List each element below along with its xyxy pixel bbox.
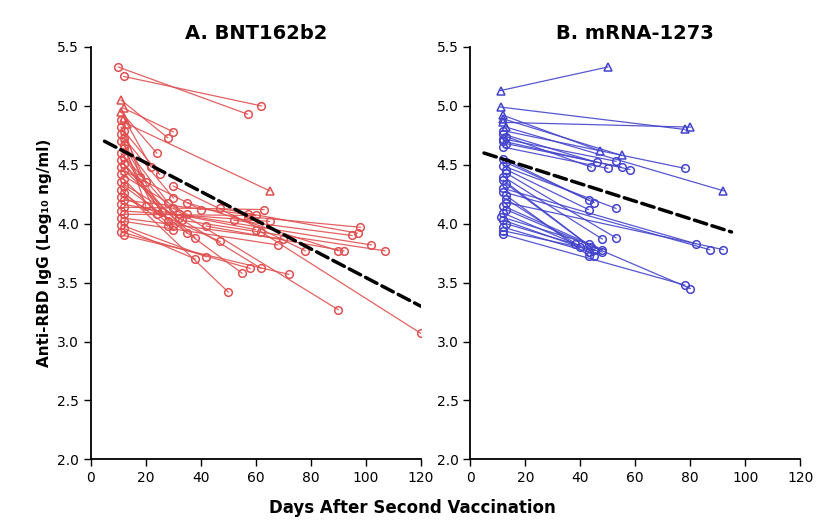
Text: Days After Second Vaccination: Days After Second Vaccination: [269, 499, 556, 517]
Y-axis label: Anti-RBD IgG (Log₁₀ ng/ml): Anti-RBD IgG (Log₁₀ ng/ml): [36, 139, 51, 367]
Title: A. BNT162b2: A. BNT162b2: [185, 23, 327, 43]
Title: B. mRNA-1273: B. mRNA-1273: [556, 23, 714, 43]
